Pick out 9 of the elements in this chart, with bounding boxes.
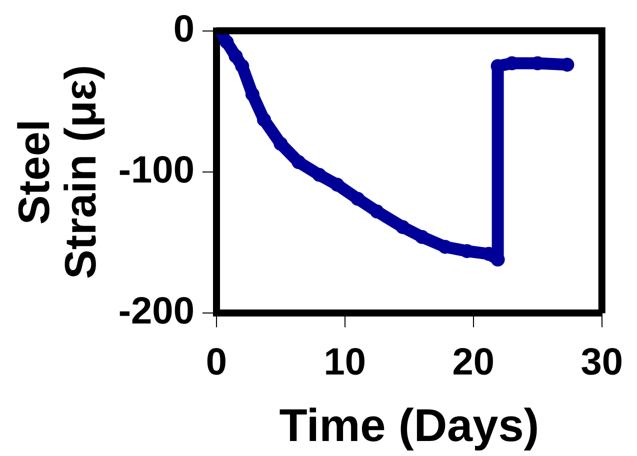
y-tick-label: -100 xyxy=(118,149,194,192)
y-axis-title: Steel Strain (με) xyxy=(10,64,106,280)
x-tick-label: 0 xyxy=(206,341,228,384)
x-tick-label: 30 xyxy=(580,341,624,384)
y-tick-label: 0 xyxy=(173,8,194,50)
x-axis-title: Time (Days) xyxy=(279,399,540,452)
x-tick-label: 10 xyxy=(324,341,366,384)
y-tick-label: -200 xyxy=(118,290,194,333)
x-tick-label: 20 xyxy=(452,341,495,384)
